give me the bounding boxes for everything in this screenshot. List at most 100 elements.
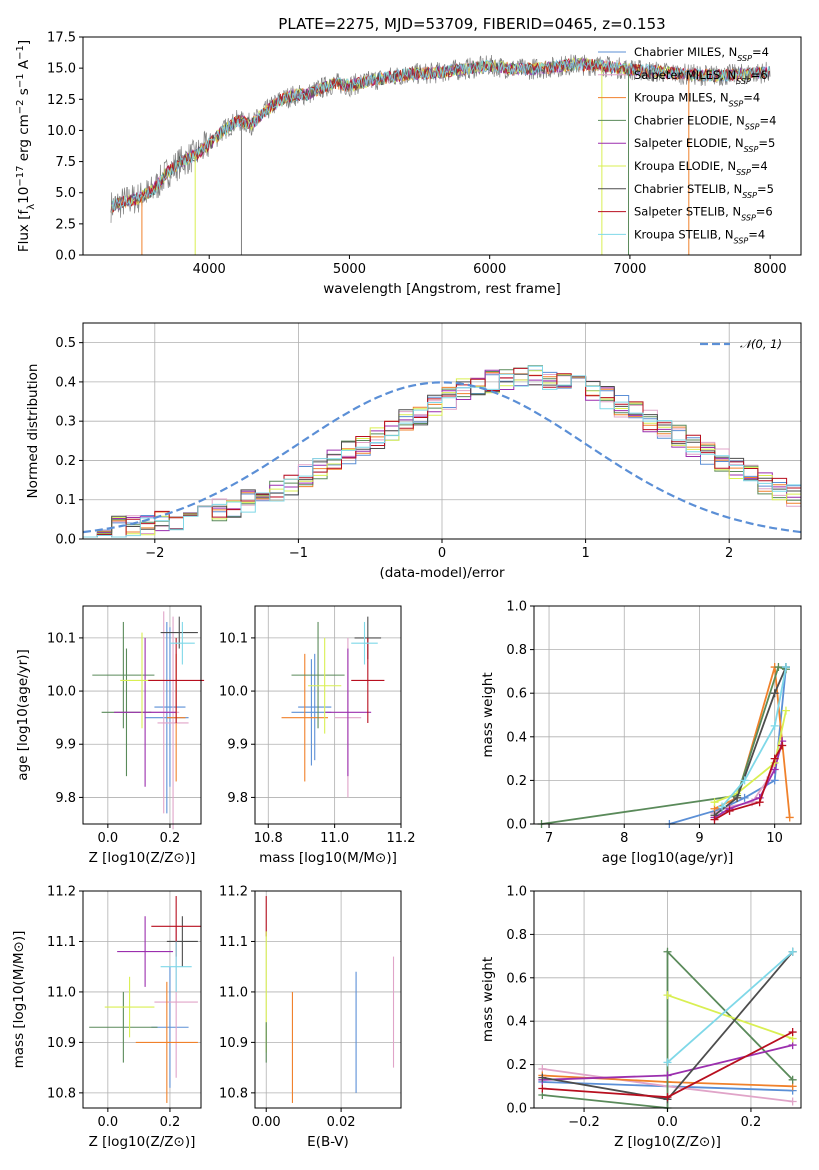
weight-marker [770,754,779,763]
y-tick-label: 0.0 [506,818,527,833]
error-bar-point [298,653,332,761]
weight-series-line [542,949,794,1109]
y-tick-label: 0.6 [506,971,527,986]
x-tick-label: 10 [766,831,783,846]
y-tick-label: 7.5 [55,155,76,170]
y-axis-label: mass [log10(M/M⊙)] [11,931,27,1069]
residual-histogram [83,365,801,538]
model-spectrum-line [110,58,771,213]
error-bar-point [104,976,155,1038]
axes-frame [82,605,202,825]
x-axis-label: Z [log10(Z/Z⊙)] [614,1134,721,1150]
x-tick-label: 9 [695,831,703,846]
weight-marker [785,813,794,822]
y-axis-label: Normed distribution [25,364,41,499]
panel-mass_weight_vs_age: 7 8 9 10 0.0 0.2 0.4 0.6 0.8 1.0 age [log10(age/yr… [480,600,802,866]
weight-marker [663,991,672,1000]
y-tick-label: 10.1 [219,631,248,646]
weight-marker [788,947,797,956]
y-tick-label: 0.1 [55,493,76,508]
y-tick-label: 0.8 [506,928,527,943]
normal-curve [82,381,802,534]
y-tick-label: 11.0 [47,985,76,1000]
error-bar-point [351,637,385,723]
error-bar-point [281,653,328,782]
x-axis-label: E(B-V) [307,1134,349,1150]
error-bar-point [114,637,177,787]
x-tick-label: 4000 [193,262,226,277]
y-tick-label: 0.0 [506,1102,527,1117]
weight-marker [725,806,734,815]
y-tick-label: 10.0 [219,685,248,700]
x-axis-label: Z [log10(Z/Z⊙)] [89,1134,196,1150]
error-bar-point [166,916,198,967]
x-tick-label: 0.0 [97,831,118,846]
weight-marker [781,706,790,715]
legend-label: Kroupa ELODIE, NSSP=4 [634,159,768,177]
x-axis-label: mass [log10(M/M⊙)] [259,850,397,866]
error-bar-point [160,941,192,992]
x-axis-label: (data-model)/error [379,565,505,581]
panel-residuals: −2 −1 0 1 2 0.0 0.1 0.2 0.3 0.4 0.5 (data-model)/er… [25,322,802,581]
legend-label: Salpeter MILES, NSSP=6 [634,68,768,86]
y-tick-label: 5.0 [55,186,76,201]
x-tick-label: 11.2 [387,831,416,846]
y-tick-label: 10.0 [47,124,76,139]
axes-frame [254,605,402,825]
error-bar-point [92,621,155,729]
weight-marker [774,663,783,672]
y-tick-label: 0.4 [55,375,76,390]
y-tick-label: 0.4 [506,1015,527,1030]
y-tick-label: 11.0 [219,985,248,1000]
panel-mass_vs_Z: 0.0 0.2 10.8 10.9 11.0 11.1 11.2 Z [log10(Z/Z⊙)… [11,885,202,1150]
y-tick-label: 0.8 [506,643,527,658]
x-tick-label: 0.2 [160,831,181,846]
y-tick-label: 0.4 [506,730,527,745]
weight-marker [710,815,719,824]
weight-marker [778,741,787,750]
x-tick-label: 6000 [473,262,506,277]
x-tick-label: 0.2 [160,1115,181,1130]
y-tick-label: 10.0 [47,685,76,700]
y-tick-label: 9.8 [55,791,76,806]
weight-marker [788,1028,797,1037]
weight-series-line [721,666,787,808]
x-tick-label: 0.0 [97,1115,118,1130]
y-tick-label: 10.1 [47,631,76,646]
weight-marker [663,1093,672,1102]
weight-marker [710,798,719,807]
panel-age_vs_mass: 10.8 11.0 11.2 9.8 9.9 10.0 10.1 mass [log10(M/… [219,605,416,866]
x-tick-label: 7000 [613,262,646,277]
y-tick-label: 10.9 [47,1036,76,1051]
y-tick-label: 0.6 [506,687,527,702]
weight-marker [663,1058,672,1067]
y-tick-label: 11.2 [219,885,248,900]
x-tick-label: 7 [545,831,553,846]
y-tick-label: 9.9 [55,738,76,753]
chart-title: PLATE=2275, MJD=53709, FIBERID=0465, z=0… [278,15,665,33]
error-bar-point [135,981,198,1103]
weight-marker [770,689,779,698]
y-tick-label: 17.5 [47,31,76,46]
weight-series-line [667,994,793,1040]
y-tick-label: 0.0 [55,249,76,264]
weight-marker [663,1071,672,1080]
error-bar-point [157,616,189,830]
panel-mass_vs_ebv: 0.00 0.02 10.8 10.9 11.0 11.1 11.2 E(B-V) [219,885,402,1150]
x-axis-label: age [log10(age/yr)] [602,850,734,866]
x-tick-label: 0.2 [741,1115,762,1130]
legend-label: Chabrier MILES, NSSP=4 [634,45,769,63]
y-tick-label: 10.8 [219,1086,248,1101]
panel-age_vs_Z: 0.0 0.2 9.8 9.9 10.0 10.1 Z [log10(Z/Z⊙)] age [… [15,605,205,866]
y-tick-label: 2.5 [55,217,76,232]
error-bar-point [117,916,174,987]
panel-spectrum: 4000 5000 6000 7000 8000 0.0 2.5 5.0 7.5 10.0 12.5… [15,15,802,297]
y-tick-label: 11.1 [219,935,248,950]
x-tick-label: 0.02 [327,1115,356,1130]
weight-marker [740,793,749,802]
y-axis-label: mass weight [480,957,496,1042]
weight-marker [781,663,790,672]
y-tick-label: 0.3 [55,415,76,430]
y-tick-label: 11.1 [47,935,76,950]
x-tick-label: 8 [620,831,628,846]
